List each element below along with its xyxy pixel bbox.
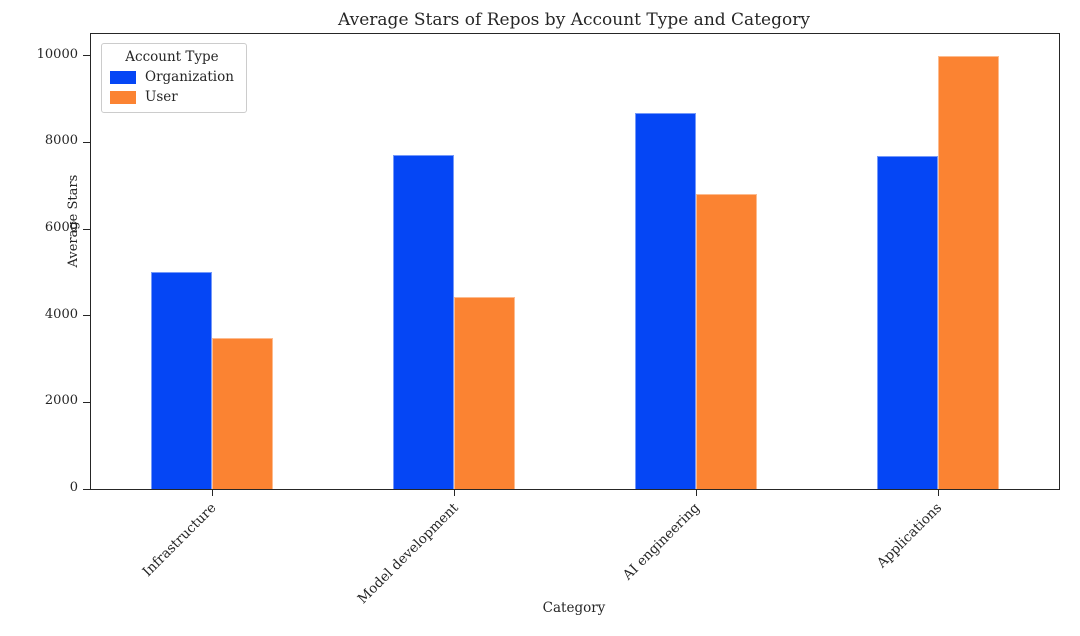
x-axis-label: Category xyxy=(542,600,606,616)
bar-organization-ai-engineering xyxy=(635,113,696,489)
bar-user-infrastructure xyxy=(212,338,273,489)
legend: Account Type Organization User xyxy=(101,43,247,113)
bar-user-model-development xyxy=(454,297,515,489)
y-tick-label-10000: 10000 xyxy=(36,46,78,62)
legend-item-user: User xyxy=(110,89,234,105)
legend-swatch-user-icon xyxy=(110,90,136,104)
y-tick-label-6000: 6000 xyxy=(44,220,78,235)
x-tick-mark-ai-engineering xyxy=(695,489,697,496)
legend-item-organization: Organization xyxy=(110,69,234,85)
y-tick-mark-6000 xyxy=(83,228,90,230)
y-tick-mark-8000 xyxy=(83,141,90,143)
y-tick-label-2000: 2000 xyxy=(44,393,78,409)
legend-label-user: User xyxy=(145,89,178,105)
legend-items: Organization User xyxy=(110,69,234,105)
x-tick-mark-infrastructure xyxy=(211,489,213,496)
legend-title: Account Type xyxy=(125,49,219,65)
y-tick-mark-0 xyxy=(83,488,90,490)
legend-label-organization: Organization xyxy=(145,69,234,85)
y-tick-mark-4000 xyxy=(83,315,90,317)
x-tick-label-applications: Applications xyxy=(874,500,946,572)
y-tick-mark-2000 xyxy=(83,401,90,403)
chart-title: Average Stars of Repos by Account Type a… xyxy=(338,10,810,30)
y-tick-label-8000: 8000 xyxy=(44,133,78,149)
y-tick-label-0: 0 xyxy=(69,480,78,495)
x-tick-mark-applications xyxy=(937,489,939,496)
bar-organization-model-development xyxy=(393,155,454,489)
x-tick-mark-model-development xyxy=(453,489,455,496)
bar-organization-infrastructure xyxy=(151,272,212,489)
bar-user-applications xyxy=(938,55,999,489)
legend-swatch-organization-icon xyxy=(110,70,136,84)
bar-user-ai-engineering xyxy=(696,194,757,489)
bar-organization-applications xyxy=(877,156,938,489)
plot-area: Account Type Organization User 0 2000 4000 6… xyxy=(37,33,1060,496)
x-tick-label-model-development: Model development xyxy=(354,500,462,608)
y-tick-mark-10000 xyxy=(83,55,90,57)
x-tick-label-infrastructure: Infrastructure xyxy=(139,500,220,581)
y-axis-label-wrap: Average Stars xyxy=(20,160,81,360)
x-tick-label-ai-engineering: AI engineering xyxy=(620,500,704,584)
y-tick-label-4000: 4000 xyxy=(44,306,78,322)
